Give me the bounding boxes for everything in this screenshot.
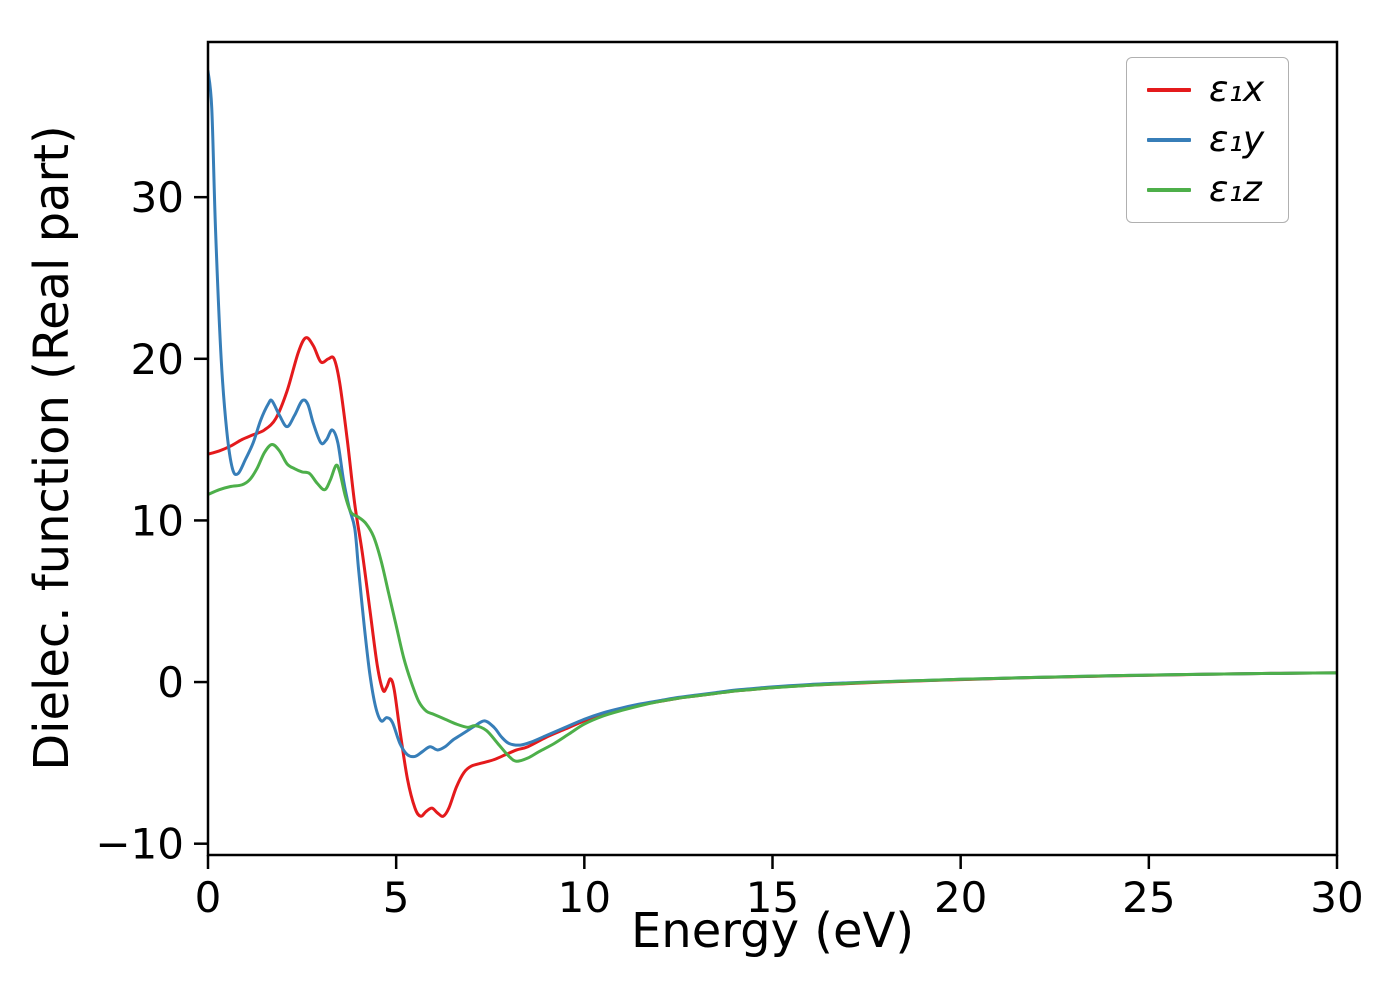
x-tick-label: 25 bbox=[1122, 873, 1175, 922]
series-line bbox=[208, 336, 1337, 818]
legend-label: ε₁z bbox=[1209, 169, 1262, 210]
legend-line-swatch bbox=[1147, 188, 1191, 192]
legend-label: ε₁y bbox=[1209, 119, 1265, 160]
x-tick-label: 10 bbox=[558, 873, 611, 922]
x-axis-label: Energy (eV) bbox=[630, 903, 915, 959]
legend: ε₁x ε₁y ε₁z bbox=[1126, 57, 1290, 223]
x-tick-label: 5 bbox=[383, 873, 410, 922]
legend-item: ε₁y bbox=[1147, 122, 1264, 158]
legend-line-swatch bbox=[1147, 88, 1191, 92]
x-tick-label: 20 bbox=[934, 873, 987, 922]
x-tick-label: 15 bbox=[746, 873, 799, 922]
series-line bbox=[208, 442, 1337, 763]
x-tick-label: 0 bbox=[195, 873, 222, 922]
y-tick-label: 30 bbox=[131, 173, 184, 222]
y-tick-label: −10 bbox=[95, 820, 184, 869]
x-tick-label: 30 bbox=[1310, 873, 1363, 922]
y-axis-label: Dielec. function (Real part) bbox=[24, 125, 80, 771]
y-tick-label: 0 bbox=[157, 658, 184, 707]
legend-item: ε₁z bbox=[1147, 172, 1264, 208]
legend-item: ε₁x bbox=[1147, 72, 1264, 108]
legend-label: ε₁x bbox=[1209, 69, 1265, 110]
y-tick-label: 20 bbox=[131, 335, 184, 384]
legend-line-swatch bbox=[1147, 138, 1191, 142]
y-tick-label: 10 bbox=[131, 496, 184, 545]
